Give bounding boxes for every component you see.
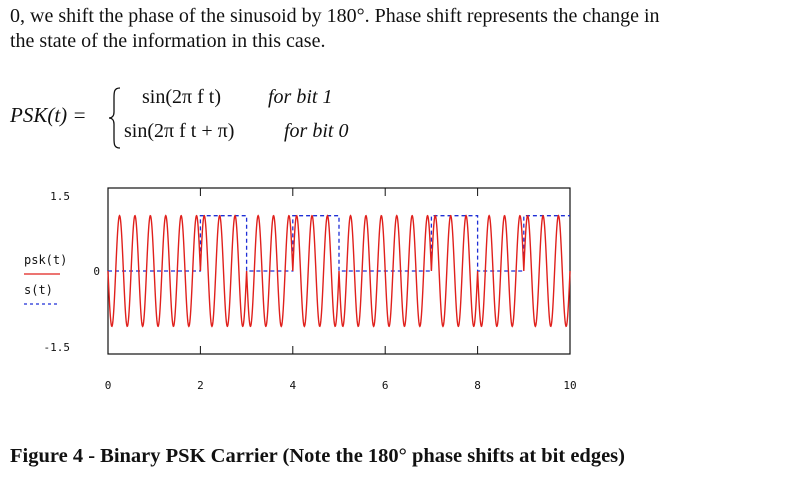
paragraph-line-1: 0, we shift the phase of the sinusoid by…: [10, 5, 660, 27]
x-tick-label: 6: [382, 379, 389, 392]
x-tick-label: 10: [563, 379, 576, 392]
y-tick-label: 1.5: [50, 190, 70, 203]
x-tick-label: 4: [289, 379, 296, 392]
psk-chart: 1.5 0 -1.5 0 2 4 6 8 10 psk(t) s(t): [0, 180, 600, 400]
series-psk-line: [107, 214, 571, 328]
psk-chart-svg: 1.5 0 -1.5 0 2 4 6 8 10 psk(t) s(t): [24, 187, 577, 392]
x-tick-label: 8: [474, 379, 481, 392]
case-1-expression: sin(2π f t): [142, 86, 221, 108]
case-2-expression: sin(2π f t + π): [124, 120, 235, 142]
case-2-condition: for bit 0: [284, 120, 349, 142]
legend-label: psk(t): [24, 253, 67, 267]
case-1-condition: for bit 1: [268, 86, 333, 108]
paragraph-line-2: the state of the information in this cas…: [10, 30, 326, 52]
x-tick-label: 0: [105, 379, 112, 392]
figure-caption: Figure 4 - Binary PSK Carrier (Note the …: [10, 445, 625, 467]
equation-case-2: sin(2π f t + π) for bit 0: [124, 120, 348, 143]
equation-lhs: PSK(t) =: [10, 103, 87, 127]
x-tick-label: 2: [197, 379, 204, 392]
psk-equation: PSK(t) = sin(2π f t) for bit 1 sin(2π f …: [10, 86, 430, 156]
equation-case-1: sin(2π f t) for bit 1: [142, 86, 332, 109]
y-tick-label: 0: [93, 265, 100, 278]
y-tick-label: -1.5: [44, 341, 71, 354]
legend-label: s(t): [24, 283, 53, 297]
body-paragraph: 0, we shift the phase of the sinusoid by…: [10, 4, 790, 54]
equation-brace: [108, 87, 121, 149]
